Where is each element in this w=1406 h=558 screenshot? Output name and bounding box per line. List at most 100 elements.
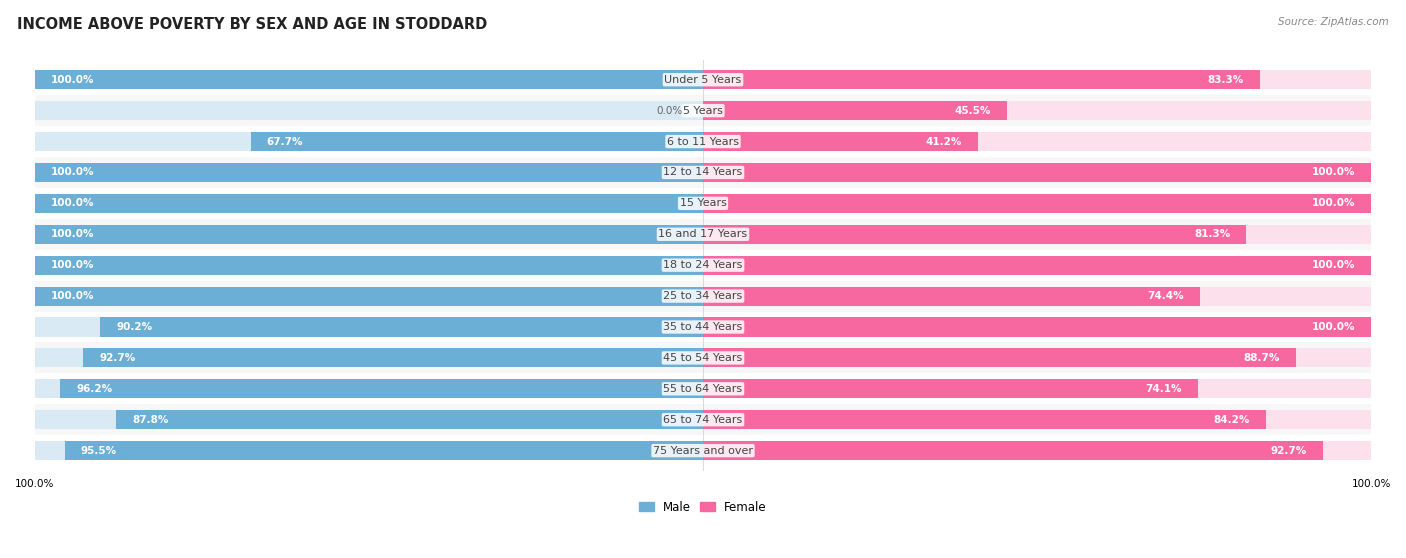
- Bar: [35, 225, 703, 244]
- Bar: [703, 318, 1371, 336]
- Text: 90.2%: 90.2%: [117, 322, 152, 332]
- Bar: [35, 318, 703, 336]
- Text: 95.5%: 95.5%: [80, 446, 117, 456]
- Bar: [35, 225, 703, 244]
- Bar: [703, 348, 1296, 368]
- Bar: [703, 194, 1371, 213]
- Bar: [35, 194, 703, 213]
- Text: Source: ZipAtlas.com: Source: ZipAtlas.com: [1278, 17, 1389, 27]
- Bar: [65, 441, 703, 460]
- Text: 15 Years: 15 Years: [679, 198, 727, 208]
- Text: 41.2%: 41.2%: [927, 137, 962, 147]
- Text: 100.0%: 100.0%: [51, 167, 94, 177]
- Bar: [35, 256, 703, 275]
- Bar: [703, 225, 1246, 244]
- Text: 87.8%: 87.8%: [132, 415, 169, 425]
- Bar: [703, 441, 1323, 460]
- Bar: [35, 101, 703, 120]
- Bar: [703, 70, 1260, 89]
- Text: 65 to 74 Years: 65 to 74 Years: [664, 415, 742, 425]
- Bar: [35, 95, 1371, 126]
- Bar: [35, 132, 703, 151]
- Bar: [703, 132, 1371, 151]
- Text: 100.0%: 100.0%: [51, 229, 94, 239]
- Bar: [35, 250, 1371, 281]
- Bar: [35, 441, 703, 460]
- Bar: [35, 157, 1371, 188]
- Bar: [703, 256, 1371, 275]
- Bar: [703, 379, 1198, 398]
- Text: 84.2%: 84.2%: [1213, 415, 1250, 425]
- Bar: [35, 410, 703, 429]
- Text: 100.0%: 100.0%: [1312, 167, 1355, 177]
- Text: 16 and 17 Years: 16 and 17 Years: [658, 229, 748, 239]
- Bar: [703, 132, 979, 151]
- Bar: [703, 101, 1371, 120]
- Text: 75 Years and over: 75 Years and over: [652, 446, 754, 456]
- Text: 25 to 34 Years: 25 to 34 Years: [664, 291, 742, 301]
- Bar: [703, 441, 1371, 460]
- Text: 5 Years: 5 Years: [683, 105, 723, 116]
- Bar: [117, 410, 703, 429]
- Bar: [703, 410, 1371, 429]
- Bar: [703, 101, 1007, 120]
- Bar: [35, 126, 1371, 157]
- Bar: [35, 348, 703, 368]
- Bar: [703, 256, 1371, 275]
- Bar: [703, 286, 1201, 306]
- Text: 100.0%: 100.0%: [51, 198, 94, 208]
- Bar: [703, 163, 1371, 182]
- Text: 96.2%: 96.2%: [76, 384, 112, 394]
- Text: 45.5%: 45.5%: [955, 105, 991, 116]
- Text: INCOME ABOVE POVERTY BY SEX AND AGE IN STODDARD: INCOME ABOVE POVERTY BY SEX AND AGE IN S…: [17, 17, 486, 32]
- Bar: [35, 311, 1371, 343]
- Text: 100.0%: 100.0%: [1312, 198, 1355, 208]
- Text: 88.7%: 88.7%: [1243, 353, 1279, 363]
- Bar: [703, 225, 1371, 244]
- Bar: [35, 194, 703, 213]
- Bar: [83, 348, 703, 368]
- Text: 67.7%: 67.7%: [267, 137, 304, 147]
- Text: 100.0%: 100.0%: [51, 75, 94, 85]
- Bar: [703, 194, 1371, 213]
- Text: 100.0%: 100.0%: [51, 260, 94, 270]
- Bar: [703, 379, 1371, 398]
- Bar: [35, 64, 1371, 95]
- Bar: [250, 132, 703, 151]
- Bar: [35, 70, 703, 89]
- Bar: [703, 163, 1371, 182]
- Text: 35 to 44 Years: 35 to 44 Years: [664, 322, 742, 332]
- Bar: [703, 318, 1371, 336]
- Bar: [35, 379, 703, 398]
- Bar: [100, 318, 703, 336]
- Text: 81.3%: 81.3%: [1194, 229, 1230, 239]
- Bar: [35, 405, 1371, 435]
- Bar: [35, 343, 1371, 373]
- Text: 92.7%: 92.7%: [100, 353, 136, 363]
- Bar: [35, 256, 703, 275]
- Bar: [60, 379, 703, 398]
- Text: 55 to 64 Years: 55 to 64 Years: [664, 384, 742, 394]
- Text: Under 5 Years: Under 5 Years: [665, 75, 741, 85]
- Bar: [703, 70, 1371, 89]
- Bar: [703, 348, 1371, 368]
- Text: 74.1%: 74.1%: [1146, 384, 1182, 394]
- Bar: [35, 286, 703, 306]
- Text: 100.0%: 100.0%: [1312, 322, 1355, 332]
- Text: 92.7%: 92.7%: [1270, 446, 1306, 456]
- Bar: [35, 163, 703, 182]
- Text: 12 to 14 Years: 12 to 14 Years: [664, 167, 742, 177]
- Text: 100.0%: 100.0%: [51, 291, 94, 301]
- Bar: [35, 219, 1371, 250]
- Bar: [35, 286, 703, 306]
- Bar: [35, 435, 1371, 466]
- Text: 18 to 24 Years: 18 to 24 Years: [664, 260, 742, 270]
- Text: 6 to 11 Years: 6 to 11 Years: [666, 137, 740, 147]
- Text: 100.0%: 100.0%: [1312, 260, 1355, 270]
- Bar: [35, 70, 703, 89]
- Bar: [35, 188, 1371, 219]
- Bar: [35, 281, 1371, 311]
- Bar: [703, 410, 1265, 429]
- Text: 74.4%: 74.4%: [1147, 291, 1184, 301]
- Bar: [35, 163, 703, 182]
